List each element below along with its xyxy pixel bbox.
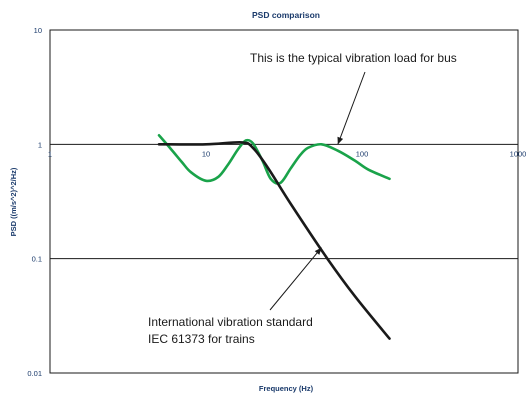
y-axis-label: PSD ((m/s^2)^2/Hz) xyxy=(9,167,18,236)
annotation-iec-line2: IEC 61373 for trains xyxy=(148,332,255,346)
annotation-bus-arrow xyxy=(337,71,366,145)
y-axis-ticks: 10 1 0.1 0.01 xyxy=(27,26,42,378)
x-tick-label: 1 xyxy=(48,149,52,158)
y-tick-label: 1 xyxy=(38,140,42,149)
x-tick-label: 100 xyxy=(356,149,369,158)
annotation-iec-line1: International vibration standard xyxy=(148,315,313,329)
x-axis-ticks: 1 10 100 1000 xyxy=(48,149,526,158)
x-axis-label: Frequency (Hz) xyxy=(259,384,314,393)
chart-title: PSD comparison xyxy=(252,10,320,20)
series-group xyxy=(157,134,391,340)
y-tick-label: 0.1 xyxy=(32,255,42,264)
annotation-bus: This is the typical vibration load for b… xyxy=(250,51,457,65)
x-tick-label: 1000 xyxy=(510,149,527,158)
annotation-bus-arrowhead xyxy=(337,136,344,145)
series-line-2 xyxy=(157,140,391,340)
annotation-iec-arrow xyxy=(269,247,322,311)
y-tick-label: 0.01 xyxy=(27,369,42,378)
annotation-iec-arrowhead xyxy=(314,247,322,255)
x-tick-label: 10 xyxy=(202,149,210,158)
y-tick-label: 10 xyxy=(34,26,42,35)
plot-area xyxy=(49,29,519,374)
